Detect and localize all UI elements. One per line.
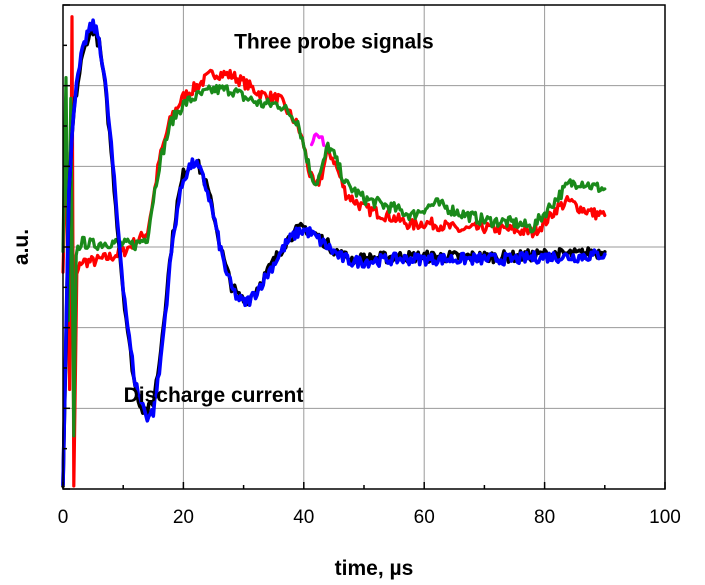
x-tick-labels: 0 20 40 60 80 100 — [58, 507, 681, 528]
axis-ticks — [62, 4, 666, 490]
y-axis-label: a.u. — [10, 229, 33, 265]
x-tick-label: 100 — [649, 507, 681, 528]
x-axis-label: time, µs — [335, 557, 414, 580]
x-tick-label: 40 — [293, 507, 314, 528]
x-tick-label: 60 — [414, 507, 435, 528]
x-tick-label: 80 — [534, 507, 555, 528]
x-tick-label: 0 — [58, 507, 69, 528]
series-line — [310, 132, 326, 147]
annotation-discharge-current: Discharge current — [124, 384, 304, 407]
series-layer — [61, 15, 607, 489]
series-line — [61, 18, 607, 487]
x-tick-label: 20 — [173, 507, 194, 528]
annotation-probe-signals: Three probe signals — [234, 31, 434, 54]
series-line — [61, 75, 607, 438]
